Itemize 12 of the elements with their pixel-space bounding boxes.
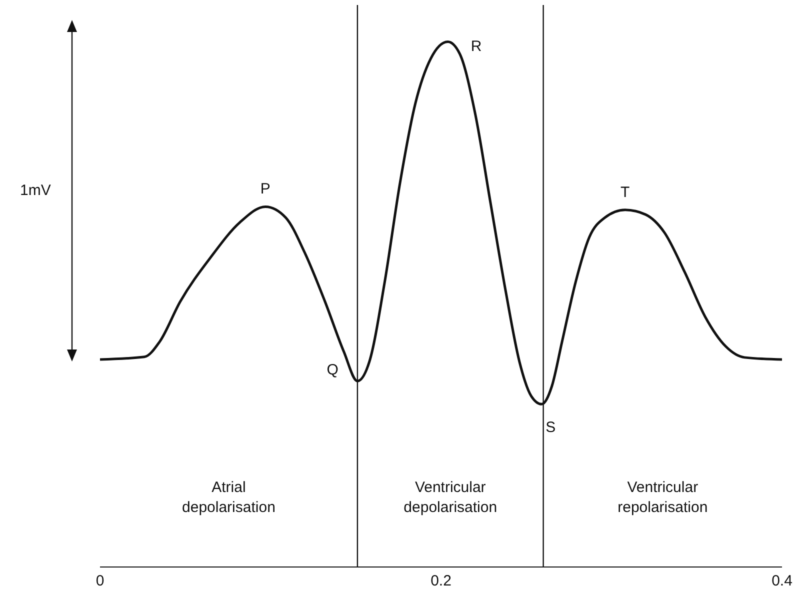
- x-tick-label: 0.2: [430, 572, 452, 590]
- annotation: P: [260, 180, 270, 198]
- annotation: Ventricular depolarisation: [404, 479, 498, 516]
- annotation: R: [470, 38, 482, 56]
- annotation: Atrial depolarisation: [182, 479, 276, 516]
- annotation: T: [620, 184, 630, 201]
- annotation: Q: [326, 361, 338, 378]
- x-tick-label: 0: [96, 572, 104, 590]
- annotation: S: [546, 418, 556, 436]
- x-tick-label: 0.4: [772, 572, 792, 590]
- annotation: Ventricular repolarisation: [618, 479, 708, 516]
- text: 1mV: [20, 182, 51, 199]
